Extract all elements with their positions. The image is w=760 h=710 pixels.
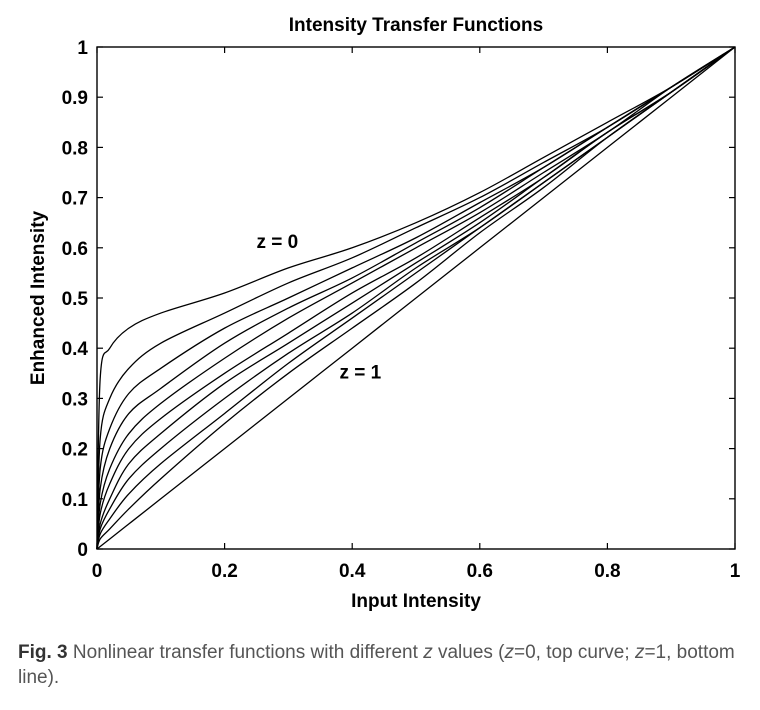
- caption-z-var: z: [423, 642, 433, 663]
- x-tick-label: 0.8: [594, 561, 620, 582]
- y-axis-label: Enhanced Intensity: [28, 210, 49, 385]
- x-axis-label: Input Intensity: [351, 591, 481, 612]
- x-tick-label: 1: [730, 561, 741, 582]
- x-tick-label: 0: [92, 561, 103, 582]
- chart: Intensity Transfer Functions 0 0.2 0.4 0.6 0.…: [28, 15, 741, 612]
- series-line-0: [96, 46, 736, 550]
- x-tick-label: 0.2: [211, 561, 237, 582]
- caption-text-4: =1, bottom line).: [18, 642, 735, 688]
- y-tick-label: 0.8: [62, 138, 88, 159]
- y-tick-label: 0.4: [62, 339, 89, 360]
- x-tick-label: 0.4: [339, 561, 366, 582]
- caption-text-2: values (: [432, 642, 505, 663]
- y-tick-label: 0.9: [62, 88, 88, 109]
- caption-fig-label: Fig. 3: [18, 642, 68, 663]
- y-tick-label: 0.5: [62, 289, 89, 310]
- chart-title: Intensity Transfer Functions: [289, 15, 543, 36]
- y-tick-label: 0.7: [62, 189, 88, 210]
- curve-annotation-1: z = 1: [339, 362, 381, 383]
- y-tick-label: 0.6: [62, 239, 88, 260]
- y-tick-label: 1: [77, 38, 88, 59]
- y-tick-label: 0.3: [62, 389, 88, 410]
- y-tick-label: 0.2: [62, 440, 88, 461]
- figure: Intensity Transfer Functions 0 0.2 0.4 0.6 0.…: [28, 15, 741, 612]
- y-tick-label: 0.1: [62, 490, 89, 511]
- series-line-6: [96, 46, 736, 550]
- caption-text-3: =0, top curve;: [514, 642, 635, 663]
- caption-z-top: z: [504, 642, 515, 663]
- caption-text-1: Nonlinear transfer functions with differ…: [67, 642, 424, 663]
- series-line-3: [96, 46, 736, 550]
- caption-z-bottom: z: [634, 642, 645, 663]
- figure-caption: Fig. 3 Nonlinear transfer functions with…: [18, 640, 742, 690]
- y-tick-label: 0: [77, 540, 88, 561]
- series-line-9: [96, 46, 736, 550]
- series-line-10: [96, 46, 736, 550]
- curve-annotation-0: z = 0: [257, 232, 299, 253]
- x-tick-label: 0.6: [467, 561, 493, 582]
